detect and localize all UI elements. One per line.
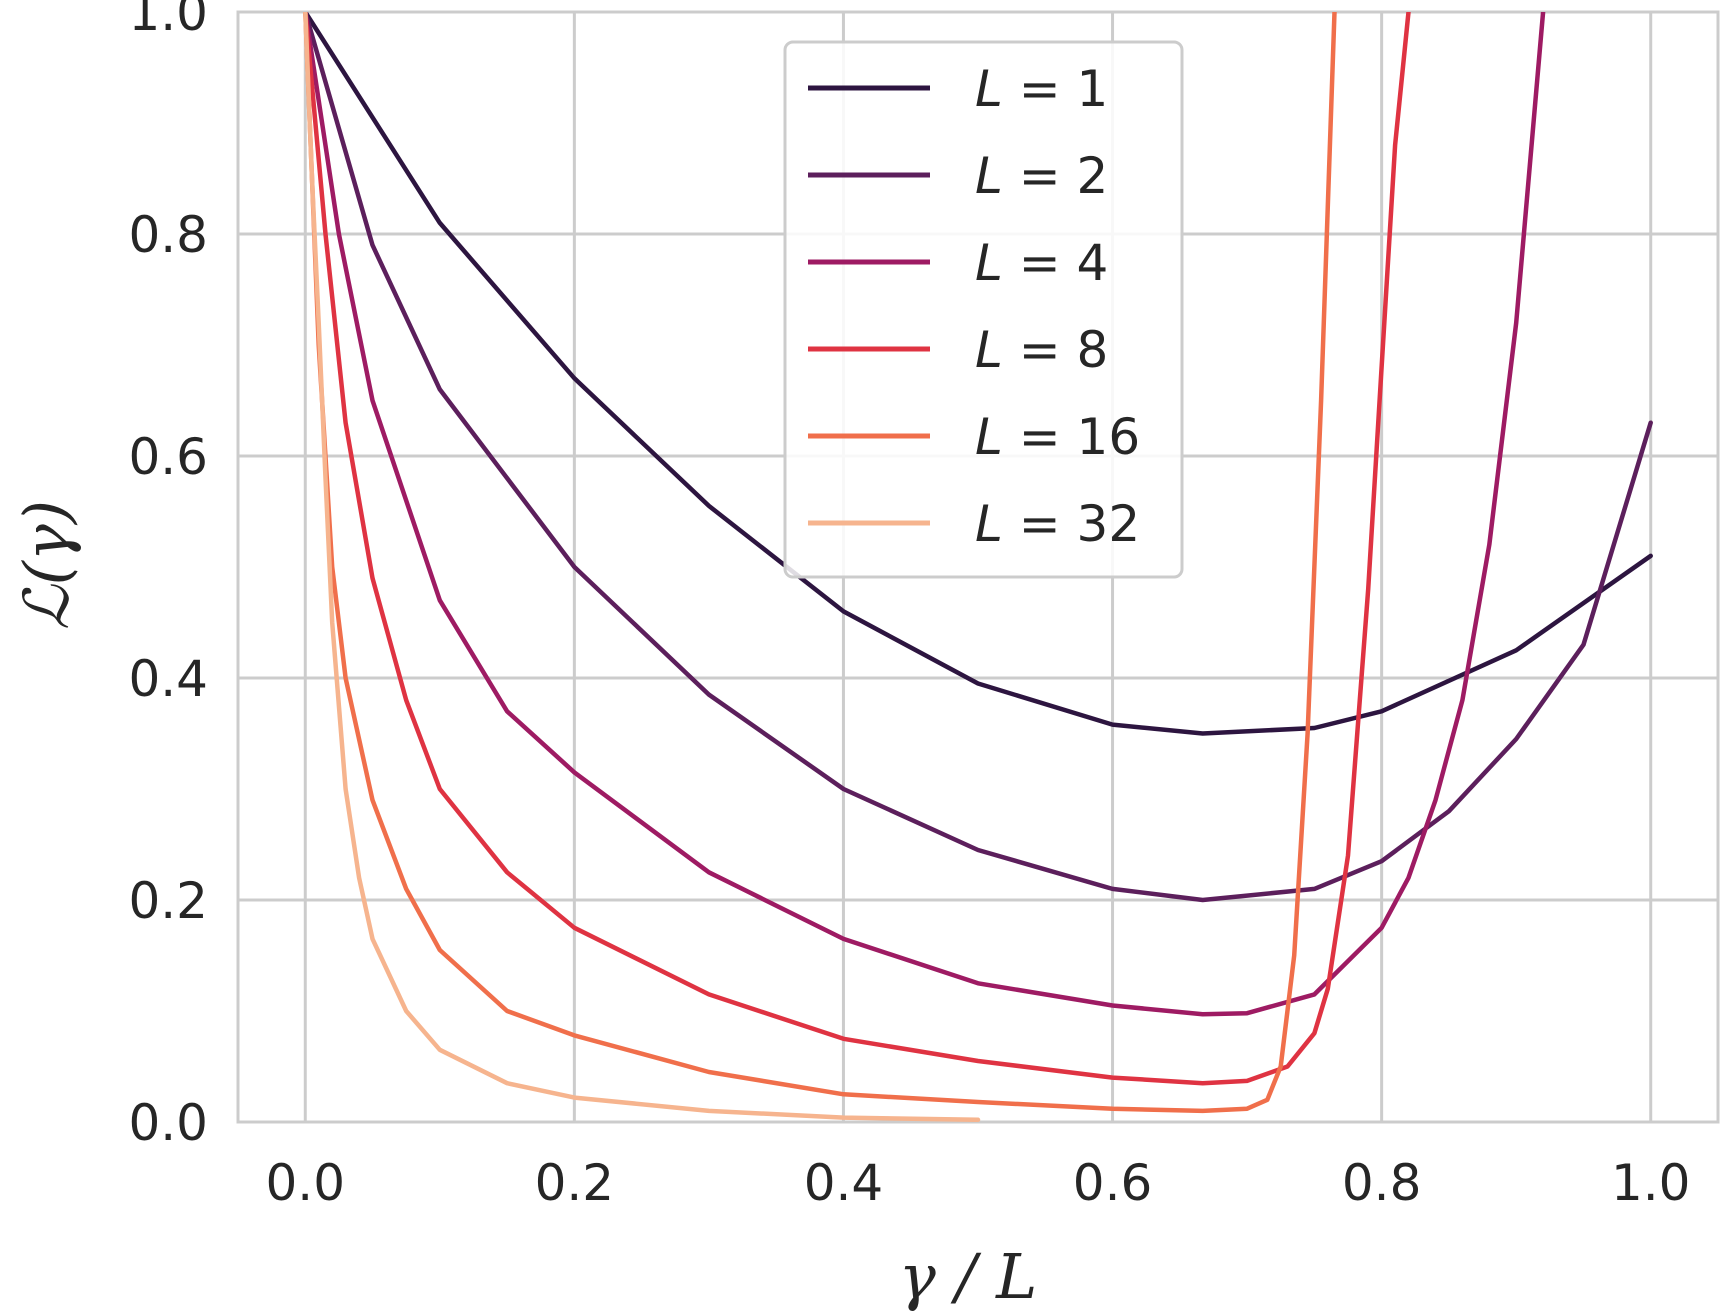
- legend-label: L = 4: [975, 234, 1108, 292]
- legend-entries: L = 1 L = 2 L = 4 L = 8 L = 16 L = 32: [808, 60, 1140, 553]
- legend-label: L = 8: [975, 321, 1108, 379]
- y-axis-label: ℒ(γ): [10, 500, 83, 630]
- x-tick-label: 0.8: [1342, 1154, 1422, 1212]
- x-tick-label: 1.0: [1611, 1154, 1691, 1212]
- x-tick-label: 0.4: [804, 1154, 884, 1212]
- x-tick-label: 0.6: [1073, 1154, 1153, 1212]
- series-lines: [303, 12, 1653, 1122]
- series-line: [303, 12, 1546, 1017]
- y-tick-label: 0.6: [128, 428, 208, 486]
- series-line: [303, 12, 1411, 1086]
- x-tick-label: 0.0: [266, 1154, 346, 1212]
- series-line: [303, 12, 981, 1122]
- y-tick-label: 1.0: [128, 0, 208, 42]
- legend-label: L = 16: [975, 408, 1140, 466]
- series-line: [303, 12, 1653, 903]
- legend-label: L = 2: [975, 147, 1108, 205]
- legend-label: L = 1: [975, 60, 1108, 118]
- series-line: [303, 12, 1653, 736]
- x-tick-label: 0.2: [535, 1154, 615, 1212]
- y-tick-labels: 0.0 0.2 0.4 0.6 0.8 1.0: [128, 0, 208, 1152]
- x-tick-labels: 0.0 0.2 0.4 0.6 0.8 1.0: [266, 1154, 1691, 1212]
- legend-label: L = 32: [975, 495, 1140, 553]
- y-tick-label: 0.8: [128, 206, 208, 264]
- legend: L = 1 L = 2 L = 4 L = 8 L = 16 L = 32: [783, 40, 1184, 579]
- y-tick-label: 0.2: [128, 872, 208, 930]
- x-axis-label: γ / L: [899, 1240, 1038, 1312]
- series-line: [303, 12, 1337, 1114]
- y-tick-label: 0.0: [128, 1094, 208, 1152]
- y-tick-label: 0.4: [128, 650, 208, 708]
